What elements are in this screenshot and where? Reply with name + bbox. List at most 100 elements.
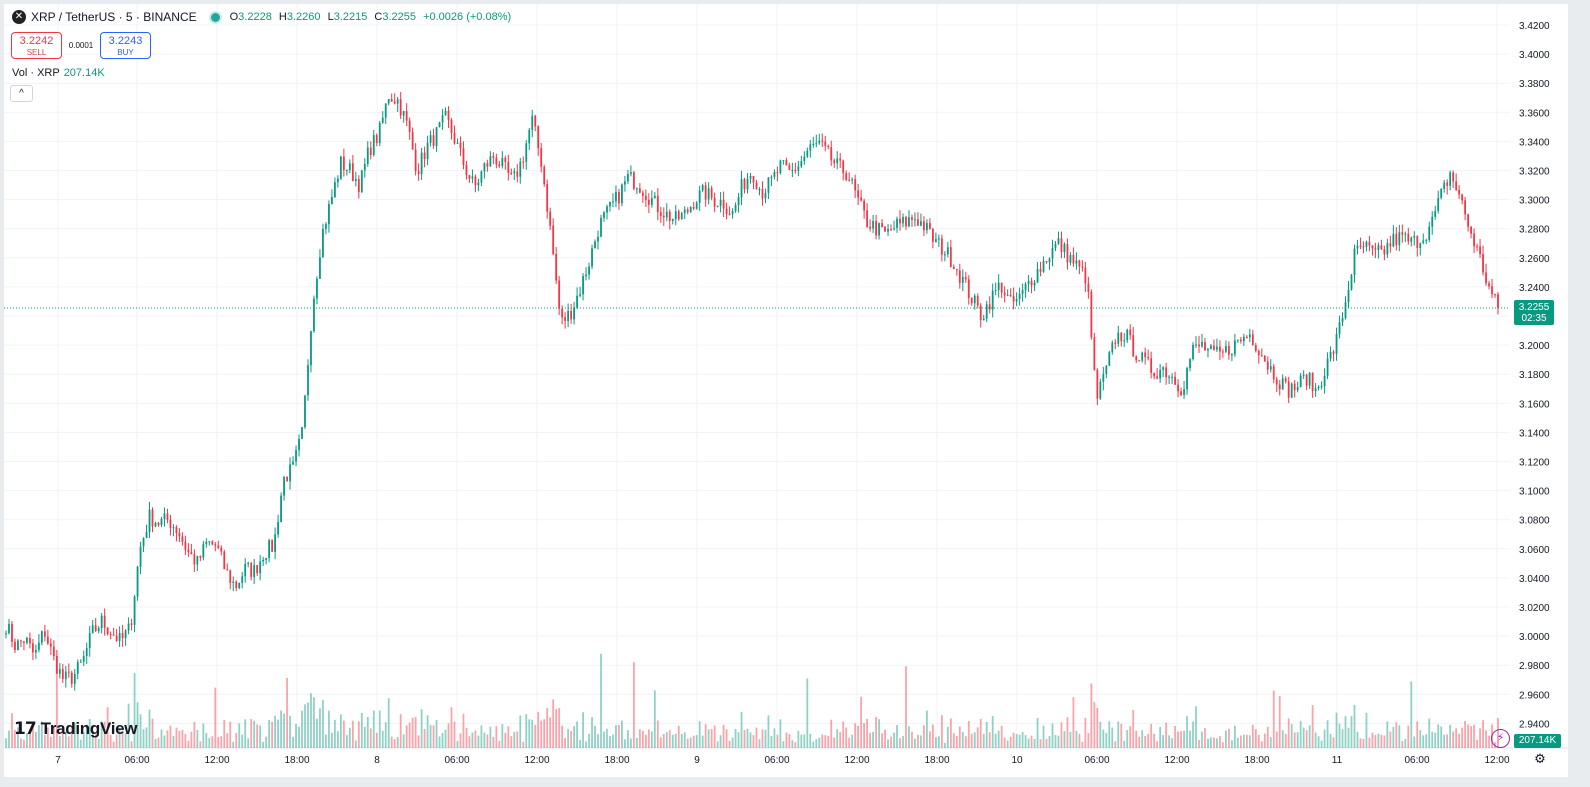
volume-bar (638, 729, 641, 748)
sell-button[interactable]: 3.2242 SELL (11, 32, 62, 59)
candle-body (465, 164, 468, 176)
candle-body (674, 211, 677, 220)
volume-bar (931, 724, 934, 748)
volume-bar (456, 741, 459, 748)
candle-body (1141, 352, 1144, 361)
lightning-icon[interactable]: ⚡ (1491, 729, 1510, 748)
collapse-legend-button[interactable]: ^ (10, 85, 33, 102)
candle-body (812, 144, 815, 146)
candle-body (244, 564, 247, 577)
candle-body (411, 132, 414, 150)
volume-bar (1195, 706, 1197, 748)
volume-bar (444, 729, 447, 748)
candle-body (190, 551, 193, 555)
y-tick-label: 3.0400 (1519, 574, 1550, 585)
candle-body (211, 541, 214, 545)
candle-body (1066, 243, 1069, 263)
volume-bar (187, 740, 190, 748)
volume-bar (719, 735, 722, 748)
candle-body (1287, 381, 1290, 398)
volume-bar (61, 731, 64, 748)
candle-body (208, 541, 211, 543)
volume-bar (1407, 725, 1410, 748)
candle-body (1380, 245, 1383, 250)
candle-body (845, 173, 848, 180)
candle-body (782, 160, 785, 162)
candle-body (483, 163, 486, 172)
tradingview-logo[interactable]: 17 TradingView (14, 719, 138, 739)
candle-body (277, 522, 279, 535)
volume-bar (408, 722, 411, 748)
candle-body (301, 427, 303, 439)
volume-bar (1207, 738, 1209, 748)
candle-body (11, 623, 13, 642)
volume-bar (208, 737, 211, 748)
candle-body (295, 450, 297, 462)
volume-bar (1102, 729, 1105, 748)
volume-bar (609, 736, 611, 748)
candle-body (1027, 280, 1030, 284)
volume-bar (779, 719, 782, 748)
volume-bar (1380, 734, 1383, 748)
symbol-title[interactable]: XRP / TetherUS · 5 · BINANCE (31, 10, 197, 24)
volume-bar (49, 736, 52, 748)
volume-bar (100, 721, 103, 748)
volume-bar (767, 715, 770, 748)
market-open-status-icon (210, 12, 220, 22)
volume-bar (1479, 728, 1481, 748)
volume-bar (917, 734, 919, 748)
buy-button[interactable]: 3.2243 BUY (100, 32, 151, 59)
volume-bar (1470, 726, 1472, 748)
volume-bar (839, 732, 842, 748)
candle-body (955, 269, 958, 271)
candle-body (178, 533, 181, 537)
volume-bar (1323, 729, 1326, 748)
volume-bar (1075, 730, 1078, 748)
candle-body (890, 228, 892, 230)
candle-body (1054, 244, 1057, 248)
volume-bar (325, 734, 327, 748)
volume-bar (1281, 730, 1284, 748)
volume-bar (1114, 741, 1117, 748)
candle-body (665, 211, 668, 218)
candle-body (931, 228, 934, 242)
gear-icon[interactable]: ⚙ (1534, 751, 1546, 766)
volume-bar (1162, 735, 1165, 748)
volume-legend[interactable]: Vol · XRP 207.14K (12, 67, 105, 79)
candle-body (755, 182, 758, 190)
candle-body (887, 228, 889, 232)
volume-bar (232, 741, 235, 748)
candle-body (241, 576, 244, 583)
candle-body (1198, 344, 1200, 347)
candle-body (435, 127, 438, 147)
candle-body (1317, 386, 1320, 389)
candle-body (316, 278, 318, 299)
volume-legend-value: 207.14K (63, 67, 105, 79)
volume-bar (52, 726, 55, 748)
x-tick-label: 8 (374, 755, 380, 766)
candle-body (1018, 293, 1021, 299)
volume-bar (752, 735, 755, 748)
candle-body (579, 294, 581, 296)
candle-body (384, 103, 387, 118)
volume-bar (890, 736, 892, 748)
candle-body (1084, 267, 1087, 284)
candle-body (366, 147, 369, 164)
volume-bar (570, 730, 573, 748)
volume-bar (1147, 734, 1150, 748)
candle-body (441, 115, 444, 123)
volume-bar (319, 708, 321, 748)
x-tick-label: 18:00 (604, 755, 629, 766)
candle-body (866, 210, 869, 227)
volume-bar (949, 718, 952, 748)
volume-bar (1177, 731, 1179, 748)
volume-bar (1332, 737, 1335, 748)
candle-body (976, 295, 979, 306)
volume-bar (591, 717, 593, 748)
candle-body (196, 556, 199, 565)
candle-body (1296, 387, 1299, 391)
candle-body (914, 219, 916, 221)
volume-bar (979, 718, 982, 748)
volume-bar (20, 738, 22, 748)
